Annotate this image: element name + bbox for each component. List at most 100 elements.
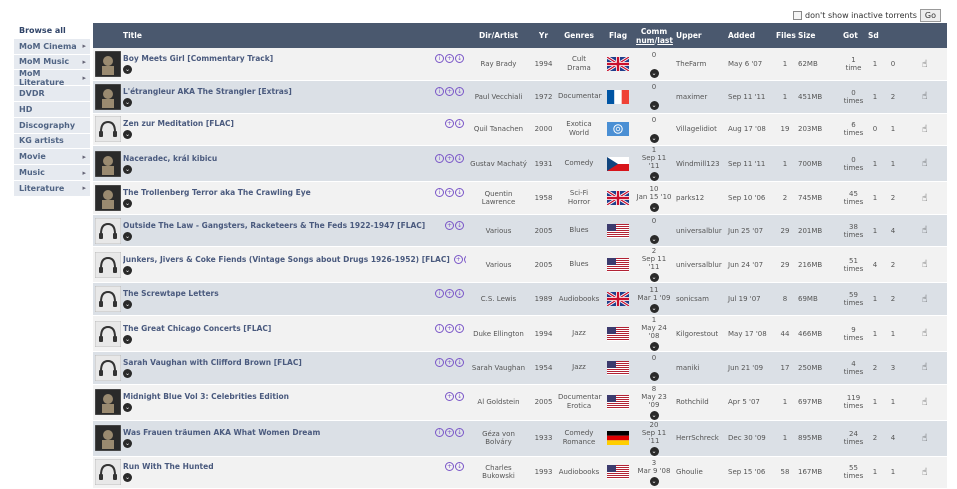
bookmark-icon[interactable]: ↓ [455, 54, 464, 64]
seeders[interactable]: 1 [866, 282, 884, 317]
file-count[interactable]: 1 [774, 48, 796, 82]
comment-count[interactable]: 3 [651, 458, 657, 467]
upper-header[interactable]: Upper [674, 23, 726, 48]
snatch-count[interactable]: 1 [851, 56, 856, 65]
snatch-count[interactable]: 0 [851, 155, 856, 164]
snatch-count[interactable]: 38 [849, 222, 858, 231]
file-count[interactable]: 29 [774, 246, 796, 284]
sidebar-item[interactable]: Literature ▸ [14, 180, 90, 197]
dir-artist[interactable]: Ray Brady [466, 48, 531, 82]
genre[interactable]: Comedy [564, 429, 594, 438]
leechers[interactable]: 1 [884, 145, 902, 183]
dir-artist[interactable]: Géza von Bolváry [466, 420, 531, 457]
size-header[interactable]: Size [796, 23, 841, 48]
poster-thumbnail[interactable] [95, 185, 121, 212]
uploader[interactable]: sonicsam [674, 282, 726, 317]
add-icon[interactable]: + [445, 357, 454, 367]
comments-expand-icon[interactable]: ⌄ [649, 273, 659, 282]
thumbs-up-icon[interactable]: ☝ [921, 91, 928, 103]
comment-count[interactable]: 2 [651, 247, 657, 256]
comments-expand-icon[interactable]: ⌄ [649, 476, 659, 486]
uploader[interactable]: Rothchild [674, 384, 726, 421]
download-icon[interactable]: ⌄ [123, 164, 132, 174]
info-icon[interactable]: i [435, 323, 444, 333]
genre[interactable]: Jazz [572, 363, 586, 372]
title-header[interactable]: Title [121, 23, 466, 48]
poster-thumbnail[interactable] [95, 251, 121, 278]
comment-count[interactable]: 8 [651, 384, 657, 393]
sidebar-item[interactable]: Music ▸ [14, 165, 90, 181]
download-icon[interactable]: ⌄ [123, 439, 132, 449]
uploader[interactable]: universalblur [674, 246, 726, 284]
thumbs-up-icon[interactable]: ☝ [921, 328, 928, 340]
add-icon[interactable]: + [445, 54, 454, 64]
seeders[interactable]: 2 [866, 351, 884, 385]
seeders[interactable]: 4 [866, 246, 884, 284]
comments-expand-icon[interactable]: ⌄ [649, 410, 659, 420]
bookmark-icon[interactable]: ↓ [455, 428, 464, 438]
bookmark-icon[interactable]: ↓ [455, 323, 464, 333]
sidebar-item[interactable]: Browse all [14, 23, 90, 39]
thumbs-up-icon[interactable]: ☝ [921, 362, 928, 374]
add-icon[interactable]: + [445, 188, 454, 198]
bookmark-icon[interactable]: ↓ [455, 357, 464, 367]
dir-artist[interactable]: Gustav Machatý [466, 145, 531, 183]
torrent-title-link[interactable]: The Screwtape Letters [123, 289, 219, 299]
added-header[interactable]: Added [726, 23, 774, 48]
dir-artist[interactable]: Various [466, 246, 531, 284]
poster-thumbnail[interactable] [95, 150, 121, 177]
file-count[interactable]: 44 [774, 315, 796, 353]
download-icon[interactable]: ⌄ [123, 334, 132, 344]
genre[interactable]: Erotica [566, 402, 592, 411]
thumbs-up-icon[interactable]: ☝ [921, 466, 928, 478]
comments-expand-icon[interactable]: ⌄ [649, 446, 659, 456]
poster-thumbnail[interactable] [95, 116, 121, 143]
uploader[interactable]: Windmill123 [674, 145, 726, 183]
comments-expand-icon[interactable]: ⌄ [649, 342, 659, 351]
comments-expand-icon[interactable]: ⌄ [649, 68, 659, 78]
comment-count[interactable]: 0 [651, 354, 657, 363]
genre[interactable]: Horror [567, 198, 591, 207]
uploader[interactable]: TheFarm [674, 48, 726, 82]
seeders[interactable]: 1 [866, 48, 884, 82]
genre[interactable]: Sci-Fi [569, 189, 589, 198]
genre[interactable]: Blues [569, 260, 589, 269]
comment-count[interactable]: 0 [651, 115, 657, 124]
snatch-count[interactable]: 59 [849, 291, 858, 300]
poster-thumbnail[interactable] [95, 217, 121, 244]
torrent-title-link[interactable]: Boy Meets Girl [Commentary Track] [123, 54, 274, 64]
torrent-title-link[interactable]: Was Frauen träumen AKA What Women Dream [123, 428, 321, 438]
download-icon[interactable]: ⌄ [123, 97, 132, 107]
dir-artist[interactable]: Quentin Lawrence [466, 181, 531, 215]
expand-arrow-icon[interactable]: ▸ [82, 73, 86, 82]
torrent-title-link[interactable]: Sarah Vaughan with Clifford Brown [FLAC] [123, 357, 302, 367]
got-header[interactable]: Got [841, 23, 866, 48]
torrent-title-link[interactable]: The Trollenberg Terror aka The Crawling … [123, 188, 311, 198]
dir-artist[interactable]: Paul Vecchiali [466, 80, 531, 114]
download-icon[interactable]: ⌄ [123, 265, 132, 275]
add-icon[interactable]: + [445, 220, 454, 230]
thumbs-up-icon[interactable]: ☝ [921, 293, 928, 305]
download-icon[interactable]: ⌄ [123, 403, 132, 413]
comment-count[interactable]: 20 [649, 420, 659, 429]
sidebar-item[interactable]: Discography [14, 117, 90, 134]
comments-expand-icon[interactable]: ⌄ [649, 133, 659, 143]
file-count[interactable]: 29 [774, 214, 796, 248]
uploader[interactable]: HerrSchreck [674, 420, 726, 457]
leechers[interactable]: 0 [884, 48, 902, 82]
file-count[interactable]: 1 [774, 80, 796, 114]
sort-last-link[interactable]: last [657, 35, 673, 45]
leechers[interactable]: 2 [884, 181, 902, 215]
comments-expand-icon[interactable]: ⌄ [649, 235, 659, 245]
add-icon[interactable]: + [445, 289, 454, 299]
info-icon[interactable]: i [435, 188, 444, 198]
download-icon[interactable]: ⌄ [123, 130, 132, 140]
dir-artist[interactable]: Sarah Vaughan [466, 351, 531, 385]
seeders[interactable]: 2 [866, 420, 884, 457]
leechers[interactable]: 2 [884, 246, 902, 284]
seeders[interactable]: 0 [866, 113, 884, 147]
comments-expand-icon[interactable]: ⌄ [649, 172, 659, 181]
uploader[interactable]: Ghoulie [674, 456, 726, 489]
seeders-header[interactable]: Sd [866, 23, 884, 48]
bookmark-icon[interactable]: ↓ [455, 86, 464, 96]
